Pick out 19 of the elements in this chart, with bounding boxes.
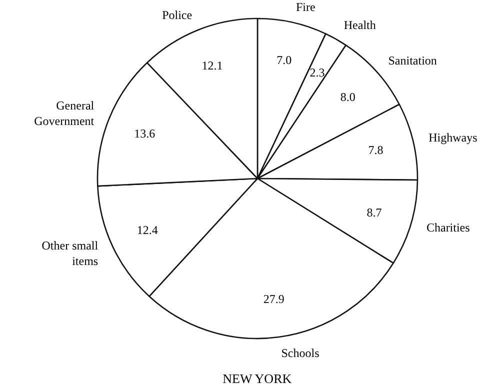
data-label: 7.8 [368, 143, 384, 158]
data-label: 7.0 [276, 52, 292, 67]
data-label: 2.3 [310, 66, 325, 80]
slice-label: Sanitation [388, 54, 437, 68]
text: NEW YORK [222, 371, 292, 386]
slice-label: Health [344, 18, 376, 32]
slice-label: Schools [281, 346, 320, 360]
data-label: 12.1 [202, 58, 223, 73]
slice-label: Charities [426, 220, 470, 235]
data-label: 13.6 [134, 126, 156, 140]
slice-label: Fire [296, 0, 316, 14]
data-label: 12.4 [136, 223, 158, 238]
data-label: 8.7 [366, 205, 382, 220]
data-label: 27.9 [263, 292, 284, 306]
slice-label: General Government [34, 98, 95, 128]
data-label: 8.0 [340, 90, 356, 104]
slice-label: Police [162, 8, 192, 22]
slice-label: Highways [428, 130, 478, 144]
slice-label: Other small items [42, 238, 99, 268]
